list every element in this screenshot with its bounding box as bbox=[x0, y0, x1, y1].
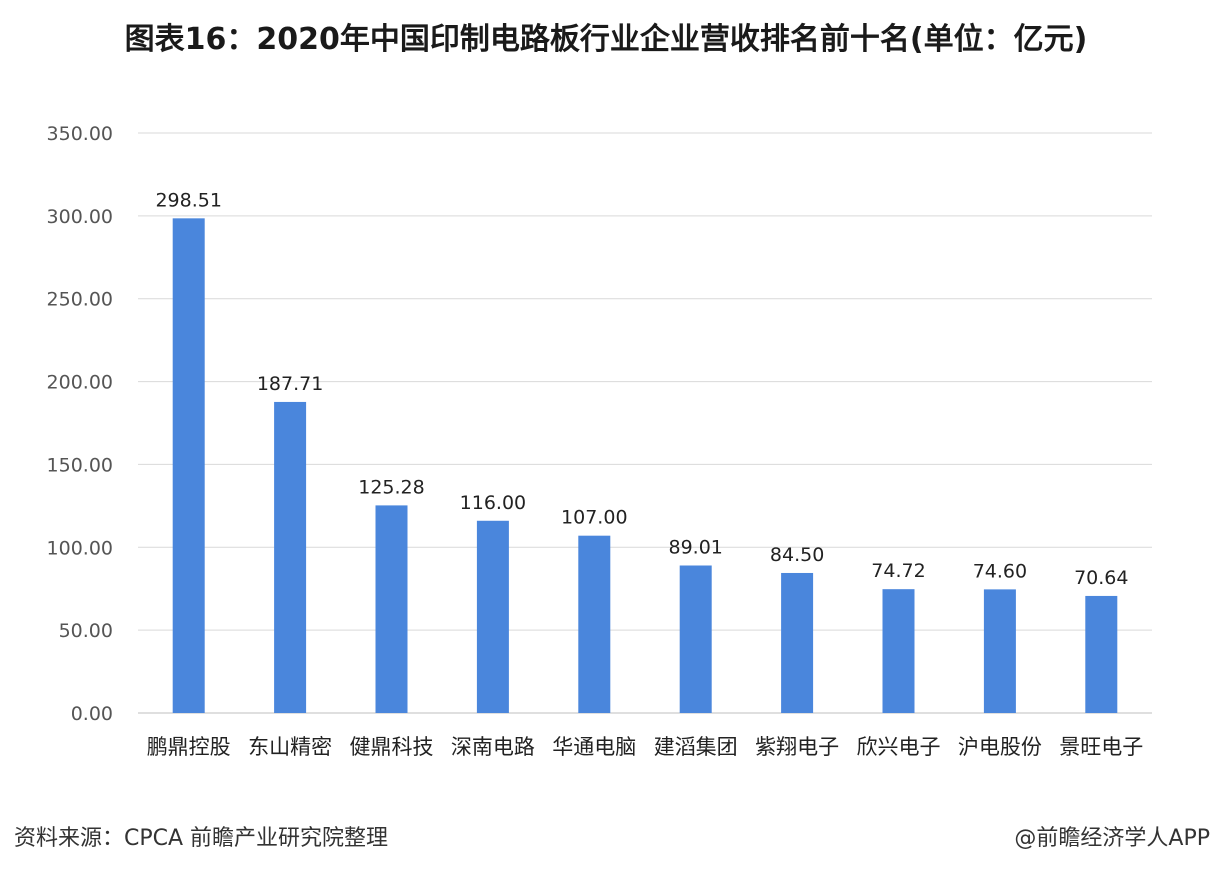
data-label: 187.71 bbox=[257, 373, 323, 395]
data-label: 74.72 bbox=[871, 560, 925, 582]
bar bbox=[983, 589, 1016, 713]
y-tick-label: 100.00 bbox=[47, 537, 113, 559]
bar bbox=[882, 589, 915, 713]
x-tick-label: 沪电股份 bbox=[958, 735, 1042, 759]
bar bbox=[578, 535, 611, 713]
data-label: 125.28 bbox=[358, 476, 424, 498]
source-note: 资料来源：CPCA 前瞻产业研究院整理 bbox=[14, 826, 389, 851]
x-tick-label: 紫翔电子 bbox=[755, 735, 839, 759]
data-label: 70.64 bbox=[1074, 567, 1128, 589]
bar bbox=[172, 218, 205, 713]
x-tick-label: 华通电脑 bbox=[552, 735, 636, 759]
x-tick-label: 深南电路 bbox=[451, 735, 535, 759]
data-label: 107.00 bbox=[561, 507, 627, 529]
y-tick-label: 200.00 bbox=[47, 372, 113, 394]
bar bbox=[781, 572, 814, 713]
data-label: 84.50 bbox=[770, 544, 824, 566]
bar bbox=[375, 505, 408, 713]
y-tick-label: 50.00 bbox=[59, 620, 113, 642]
chart-title: 图表16：2020年中国印制电路板行业企业营收排名前十名(单位：亿元) bbox=[124, 22, 1088, 57]
y-tick-label: 0.00 bbox=[71, 703, 113, 725]
data-label: 116.00 bbox=[460, 492, 526, 514]
bar bbox=[1085, 595, 1118, 713]
x-tick-label: 鹏鼎控股 bbox=[147, 735, 231, 759]
data-label: 89.01 bbox=[668, 536, 722, 558]
y-tick-label: 150.00 bbox=[47, 454, 113, 476]
x-tick-label: 建滔集团 bbox=[654, 735, 738, 759]
y-tick-label: 350.00 bbox=[47, 123, 113, 145]
x-tick-label: 健鼎科技 bbox=[350, 735, 434, 759]
bar bbox=[274, 401, 307, 713]
x-tick-label: 景旺电子 bbox=[1059, 735, 1143, 759]
y-tick-label: 300.00 bbox=[47, 206, 113, 228]
data-label: 74.60 bbox=[973, 560, 1027, 582]
bar bbox=[476, 520, 509, 713]
bar bbox=[679, 565, 712, 713]
x-tick-label: 东山精密 bbox=[248, 735, 332, 759]
brand-credit: @前瞻经济学人APP bbox=[1014, 826, 1210, 851]
x-tick-label: 欣兴电子 bbox=[857, 735, 941, 759]
data-label: 298.51 bbox=[155, 189, 221, 211]
y-tick-label: 250.00 bbox=[47, 289, 113, 311]
